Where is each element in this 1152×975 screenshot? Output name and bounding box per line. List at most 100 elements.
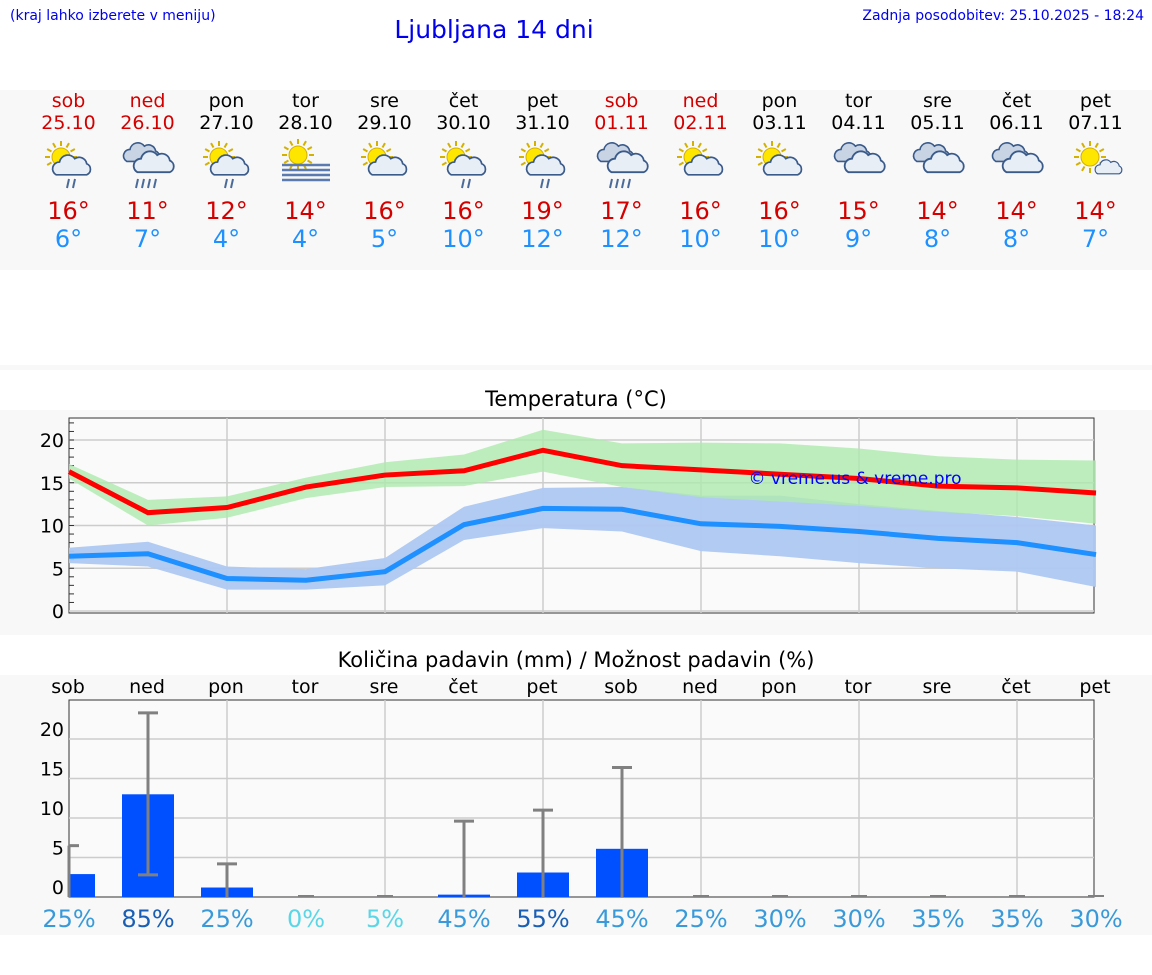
cloud-icon <box>833 142 886 174</box>
max-temp: 16° <box>758 197 801 225</box>
cloud-icon <box>843 150 886 174</box>
max-temp-line <box>67 447 1097 516</box>
day-name: pet <box>526 90 559 112</box>
cloud-icon <box>683 154 723 176</box>
x-tick-label: sre <box>370 676 399 698</box>
cloud-icon <box>912 142 965 174</box>
precip-probability: 25% <box>674 905 727 933</box>
day-date: 04.11 <box>831 112 886 134</box>
x-tick-label: pon <box>208 676 244 698</box>
precip-error-bar <box>612 765 632 897</box>
min-temp: 10° <box>679 225 722 253</box>
sun-cloud-icon <box>360 141 407 176</box>
y-tick-label: 0 <box>52 877 64 899</box>
precip-probability: 30% <box>832 905 885 933</box>
min-temp: 5° <box>370 225 399 253</box>
day-column: pet 07.11 14° 7° <box>1056 90 1135 253</box>
sun-icon <box>281 139 314 171</box>
day-name: pon <box>208 90 245 112</box>
min-temp: 4° <box>212 225 241 253</box>
max-temp-band <box>69 429 1096 526</box>
precip-error-bar <box>138 711 158 877</box>
day-date: 26.10 <box>120 112 175 134</box>
day-column: pon 03.11 16° 10° <box>740 90 819 253</box>
x-tick-label: tor <box>292 676 319 698</box>
day-name: ned <box>129 90 166 112</box>
day-column: sob 25.10 16° 6° <box>29 90 108 253</box>
precip-error-bar <box>533 808 553 897</box>
y-tick-label: 10 <box>40 516 64 538</box>
day-date: 25.10 <box>41 112 96 134</box>
daily-forecast-strip: sob 25.10 16° 6° ned 26.10 11° 7° pon 27.1… <box>0 90 1152 270</box>
cloud-icon <box>762 154 802 176</box>
rain-icon <box>460 178 471 189</box>
y-tick-label: 20 <box>40 719 64 741</box>
day-name: sob <box>604 90 639 112</box>
precip-probability: 35% <box>911 905 964 933</box>
cloud-icon <box>51 154 91 176</box>
day-name: tor <box>845 90 872 112</box>
cloud-icon <box>446 154 486 176</box>
rain-icon <box>539 178 550 189</box>
sun-cloud-rain-icon <box>44 141 91 189</box>
min-temp-band <box>69 487 1096 590</box>
x-tick-label: sob <box>51 676 85 698</box>
day-date: 03.11 <box>752 112 807 134</box>
cloud-icon <box>525 154 565 176</box>
divider <box>0 365 1152 370</box>
location-hint: (kraj lahko izberete v meniju) <box>10 8 216 24</box>
precip-probability: 25% <box>200 905 253 933</box>
day-column: sre 05.11 14° 8° <box>898 90 977 253</box>
min-temp: 8° <box>923 225 952 253</box>
precip-bar <box>69 874 95 897</box>
precip-error-bar <box>454 819 474 897</box>
day-column: pon 27.10 12° 4° <box>187 90 266 253</box>
max-temp: 14° <box>1074 197 1117 225</box>
cloud-icon <box>1001 150 1044 174</box>
day-name: pon <box>761 90 798 112</box>
y-tick-label: 10 <box>40 798 64 820</box>
day-date: 29.10 <box>357 112 412 134</box>
max-temp: 12° <box>205 197 248 225</box>
rain-icon <box>223 178 234 189</box>
day-column: pet 31.10 19° 12° <box>503 90 582 253</box>
day-name: pet <box>1079 90 1112 112</box>
cloud-icon <box>209 154 249 176</box>
x-tick-label: pon <box>761 676 797 698</box>
min-temp: 7° <box>133 225 162 253</box>
min-temp: 9° <box>844 225 873 253</box>
cloud-heavy-rain-icon <box>122 142 175 189</box>
cloud-icon <box>606 150 649 174</box>
day-name: tor <box>292 90 319 112</box>
rain-icon <box>65 178 76 189</box>
day-column: ned 02.11 16° 10° <box>661 90 740 253</box>
day-name: čet <box>448 90 479 112</box>
day-date: 28.10 <box>278 112 333 134</box>
sun-cloud-rain-icon <box>439 141 486 189</box>
day-column: sre 29.10 16° 5° <box>345 90 424 253</box>
sun-fog-icon <box>281 139 330 182</box>
day-column: sob 01.11 17° 12° <box>582 90 661 253</box>
x-tick-label: pet <box>1079 676 1110 698</box>
precip-probability: 30% <box>1069 905 1122 933</box>
max-temp: 16° <box>442 197 485 225</box>
day-column: tor 04.11 15° 9° <box>819 90 898 253</box>
x-tick-label: ned <box>129 676 165 698</box>
min-temp: 8° <box>1002 225 1031 253</box>
watermark: © vreme.us & vreme.pro <box>748 469 961 489</box>
max-temp: 16° <box>679 197 722 225</box>
x-tick-label: sob <box>604 676 638 698</box>
min-temp: 6° <box>54 225 83 253</box>
sun-cloud-icon <box>676 141 723 176</box>
min-temp-line <box>68 505 1097 583</box>
max-temp: 14° <box>916 197 959 225</box>
day-date: 05.11 <box>910 112 965 134</box>
max-temp: 14° <box>284 197 327 225</box>
day-column: čet 30.10 16° 10° <box>424 90 503 253</box>
y-tick-label: 15 <box>40 473 64 495</box>
day-date: 02.11 <box>673 112 728 134</box>
day-name: sre <box>370 90 399 112</box>
day-date: 31.10 <box>515 112 570 134</box>
